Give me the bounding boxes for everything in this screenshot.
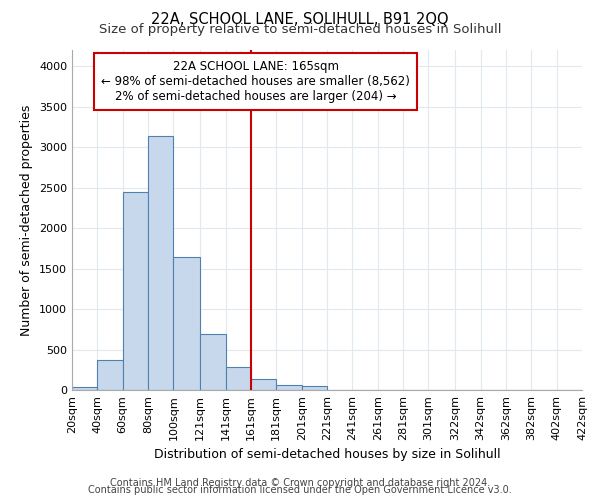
Bar [226, 366, 251, 390]
Bar [148, 136, 173, 390]
Text: Contains public sector information licensed under the Open Government Licence v3: Contains public sector information licen… [88, 485, 512, 495]
Bar [123, 192, 148, 390]
Text: Size of property relative to semi-detached houses in Solihull: Size of property relative to semi-detach… [99, 22, 501, 36]
Y-axis label: Number of semi-detached properties: Number of semi-detached properties [20, 104, 34, 336]
Bar [251, 380, 276, 390]
Text: 22A SCHOOL LANE: 165sqm
← 98% of semi-detached houses are smaller (8,562)
2% of : 22A SCHOOL LANE: 165sqm ← 98% of semi-de… [101, 60, 410, 103]
Text: 22A, SCHOOL LANE, SOLIHULL, B91 2QQ: 22A, SCHOOL LANE, SOLIHULL, B91 2QQ [151, 12, 449, 28]
X-axis label: Distribution of semi-detached houses by size in Solihull: Distribution of semi-detached houses by … [154, 448, 500, 462]
Bar [200, 334, 226, 390]
Bar [72, 387, 97, 390]
Bar [276, 384, 302, 390]
Bar [302, 386, 327, 390]
Text: Contains HM Land Registry data © Crown copyright and database right 2024.: Contains HM Land Registry data © Crown c… [110, 478, 490, 488]
Bar [173, 257, 200, 390]
Bar [97, 360, 123, 390]
